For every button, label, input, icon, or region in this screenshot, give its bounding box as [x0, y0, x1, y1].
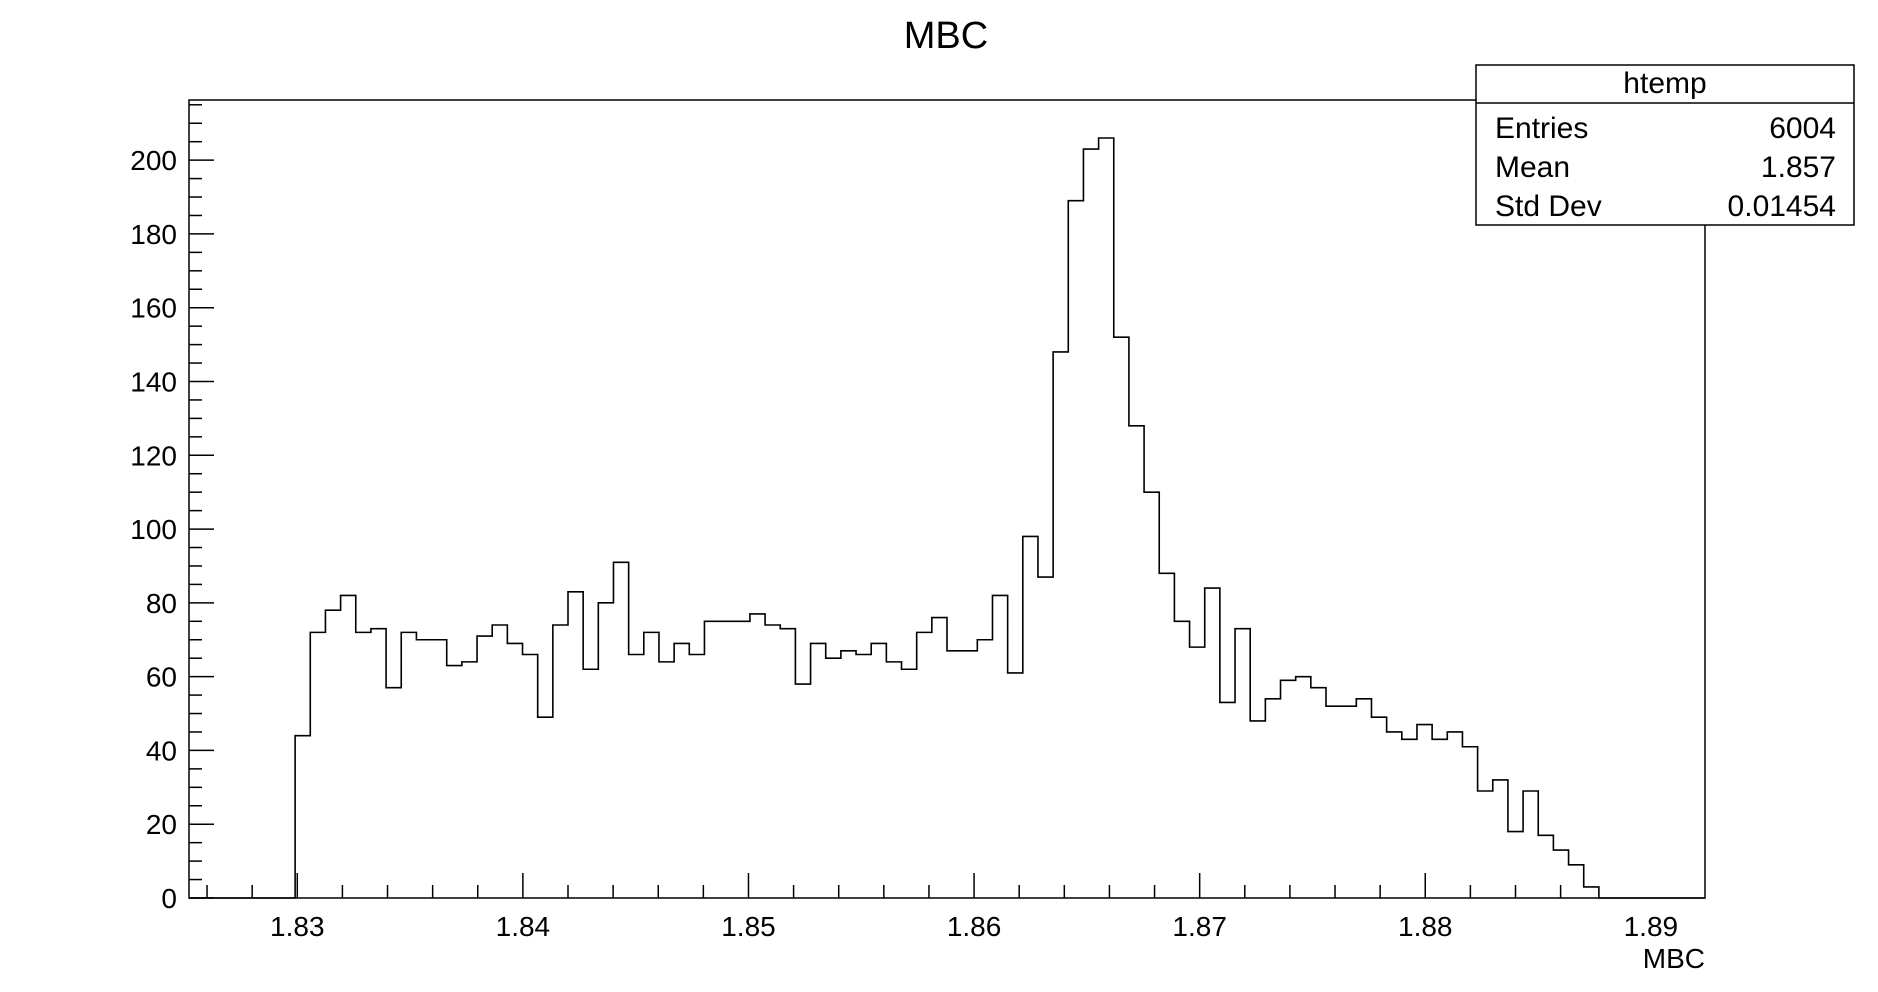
y-tick-label: 160 — [130, 293, 177, 324]
histogram-series — [189, 137, 1705, 899]
stats-box-title: htemp — [1623, 67, 1706, 100]
stats-entries-value: 6004 — [1769, 112, 1836, 145]
y-tick-label: 60 — [146, 662, 177, 693]
y-tick-label: 20 — [146, 809, 177, 840]
stats-box: htemp Entries 6004 Mean 1.857 Std Dev 0.… — [1475, 64, 1855, 226]
stats-mean-label: Mean — [1495, 151, 1570, 184]
y-tick-label: 80 — [146, 588, 177, 619]
y-tick-label: 120 — [130, 440, 177, 471]
x-axis: 1.83 1.84 1.85 1.86 1.87 1.88 1.89 — [206, 873, 1679, 942]
stats-stddev-label: Std Dev — [1495, 190, 1602, 223]
y-tick-label: 200 — [130, 145, 177, 176]
y-tick-label: 0 — [161, 883, 177, 914]
y-axis: 0 20 40 60 80 100 120 140 160 180 200 — [130, 104, 214, 914]
x-tick-label: 1.85 — [721, 911, 776, 942]
x-tick-label: 1.89 — [1624, 911, 1679, 942]
stats-entries-label: Entries — [1495, 112, 1588, 145]
y-tick-label: 100 — [130, 514, 177, 545]
x-tick-label: 1.84 — [496, 911, 551, 942]
x-axis-label: MBC — [1643, 943, 1705, 974]
chart-title: MBC — [904, 15, 988, 57]
y-tick-label: 140 — [130, 366, 177, 397]
stats-mean-value: 1.857 — [1761, 151, 1836, 184]
x-tick-label: 1.88 — [1398, 911, 1453, 942]
plot-frame — [188, 99, 1706, 899]
stats-stddev-value: 0.01454 — [1728, 190, 1836, 223]
x-tick-label: 1.87 — [1172, 911, 1227, 942]
x-tick-label: 1.83 — [270, 911, 325, 942]
y-tick-label: 180 — [130, 219, 177, 250]
x-tick-label: 1.86 — [947, 911, 1002, 942]
y-tick-label: 40 — [146, 735, 177, 766]
